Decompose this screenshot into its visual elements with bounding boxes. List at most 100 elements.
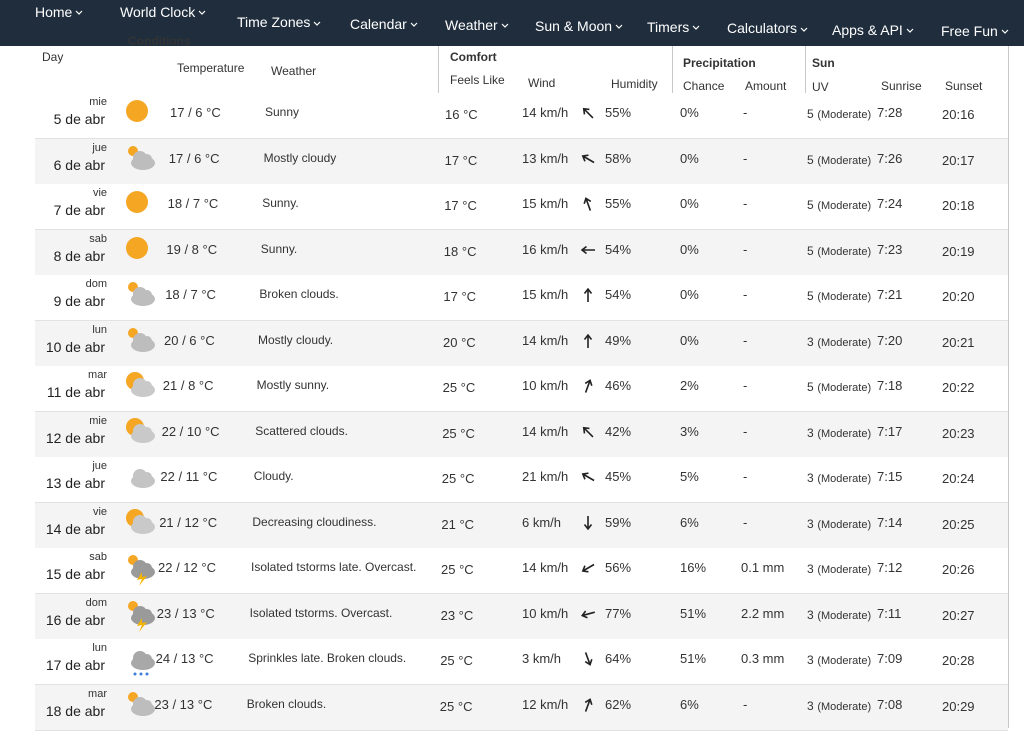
weekday: dom	[85, 596, 107, 609]
wind: 14 km/h	[522, 423, 569, 439]
arrow	[584, 697, 593, 712]
chance: 6%	[680, 514, 699, 530]
sunrise: 7:20	[877, 332, 903, 348]
weather: Broken clouds.	[246, 696, 327, 711]
weather-icon	[126, 508, 155, 534]
nav-label[interactable]: Timers	[647, 19, 690, 36]
nav-label[interactable]: Time Zones	[237, 14, 311, 31]
weather-icon	[131, 651, 155, 676]
sunrise: 7:28	[877, 105, 903, 120]
sunrise: 7:24	[877, 196, 903, 211]
sunrise: 7:12	[877, 560, 903, 575]
nav-label[interactable]: Home	[35, 4, 73, 20]
feels-like: 17 °C	[444, 152, 478, 168]
date: 16 de abr	[45, 611, 105, 628]
nav-label[interactable]: World Clock	[120, 4, 196, 20]
uv-index: 3	[807, 562, 814, 576]
chevron	[692, 26, 700, 31]
wind-arrow	[581, 287, 595, 306]
arrow	[580, 245, 595, 254]
nav-link[interactable]: Calendar	[350, 16, 418, 32]
temperature: 19 / 8 °C	[166, 241, 218, 257]
date: 11 de abr	[46, 384, 105, 400]
icon-cell	[123, 689, 159, 728]
group-header: Precipitation	[683, 56, 756, 70]
chevron	[1001, 29, 1009, 34]
forecast-row: vie 14 de abr 21 / 12 °C Decreasing cloudin…	[35, 502, 1008, 549]
wind-arrow	[580, 606, 595, 625]
humidity: 42%	[605, 423, 632, 439]
nav-link[interactable]: Time Zones	[237, 14, 321, 30]
feels-like: 25 °C	[442, 380, 476, 395]
temperature: 17 / 6 °C	[170, 105, 221, 120]
column-header: Humidity	[611, 77, 658, 91]
arrow	[581, 153, 595, 163]
nav-label[interactable]: Weather	[445, 16, 498, 33]
feels-like: 25 °C	[439, 698, 473, 714]
nav-link[interactable]: Sun & Moon	[535, 18, 623, 34]
forecast-row: sab 15 de abr 22 / 12 °C Isolated tstorms l…	[35, 548, 1008, 594]
humidity: 56%	[605, 560, 632, 575]
amount: -	[743, 378, 748, 393]
sunset: 20:22	[942, 380, 975, 395]
uv-level: (Moderate)	[817, 200, 872, 212]
chance: 2%	[680, 378, 699, 393]
nav-label[interactable]: Sun & Moon	[535, 18, 613, 34]
amount: -	[743, 332, 748, 348]
chance: 0%	[680, 105, 699, 120]
weather: Isolated tstorms late. Overcast.	[251, 560, 417, 574]
icon-cell	[123, 325, 159, 364]
weekday: mar	[88, 687, 107, 700]
nav-link[interactable]: Timers	[647, 19, 700, 35]
sunset: 20:29	[942, 698, 975, 714]
date: 15 de abr	[45, 566, 105, 582]
uv: 5 (Moderate)	[807, 152, 871, 167]
nav-label[interactable]: Free Fun	[941, 22, 998, 39]
column-header: Weather	[271, 64, 317, 78]
temperature: 18 / 7 °C	[167, 196, 219, 211]
humidity: 62%	[605, 696, 632, 712]
nav-label[interactable]: Calculators	[727, 20, 798, 37]
humidity: 59%	[605, 514, 632, 530]
feels-like: 23 °C	[440, 607, 474, 623]
sunrise: 7:14	[877, 514, 903, 530]
temperature: 22 / 12 °C	[158, 560, 216, 575]
uv-index: 5	[807, 289, 814, 303]
uv: 3 (Moderate)	[807, 561, 871, 576]
weather-icon	[126, 191, 148, 213]
arrow	[584, 652, 593, 666]
weather-icon	[126, 372, 155, 397]
nav-link[interactable]: Weather	[445, 17, 509, 33]
nav-link[interactable]: Apps & API	[832, 22, 914, 38]
weather: Sprinkles late. Broken clouds.	[248, 651, 407, 665]
column-divider	[1008, 46, 1009, 728]
uv-level: (Moderate)	[817, 564, 872, 576]
humidity: 55%	[605, 105, 632, 120]
nav-link[interactable]: Free Fun	[941, 23, 1009, 39]
weather: Mostly cloudy.	[258, 332, 334, 347]
nav-link[interactable]: Calculators	[727, 20, 808, 36]
nav-link[interactable]: Home	[35, 4, 83, 20]
weekday: jue	[92, 141, 107, 154]
humidity: 55%	[605, 196, 632, 211]
amount: -	[743, 423, 748, 439]
feels-like: 17 °C	[443, 289, 477, 304]
wind-arrow	[581, 697, 595, 716]
uv-index: 3	[807, 334, 814, 349]
date: 17 de abr	[45, 657, 105, 673]
nav-link[interactable]: World Clock	[120, 4, 206, 20]
nav-label[interactable]: Calendar	[350, 15, 407, 32]
date: 13 de abr	[45, 475, 105, 491]
uv: 5 (Moderate)	[807, 379, 871, 394]
date: 12 de abr	[45, 429, 105, 446]
weather: Sunny	[265, 105, 300, 119]
sunset: 20:19	[942, 243, 975, 259]
weather: Cloudy.	[253, 469, 294, 483]
nav-label[interactable]: Apps & API	[832, 21, 903, 38]
wind-arrow	[581, 196, 595, 215]
weather-icon	[128, 555, 155, 586]
weekday: sab	[89, 551, 107, 563]
uv-level: (Moderate)	[817, 336, 872, 349]
wind-arrow	[581, 560, 595, 579]
